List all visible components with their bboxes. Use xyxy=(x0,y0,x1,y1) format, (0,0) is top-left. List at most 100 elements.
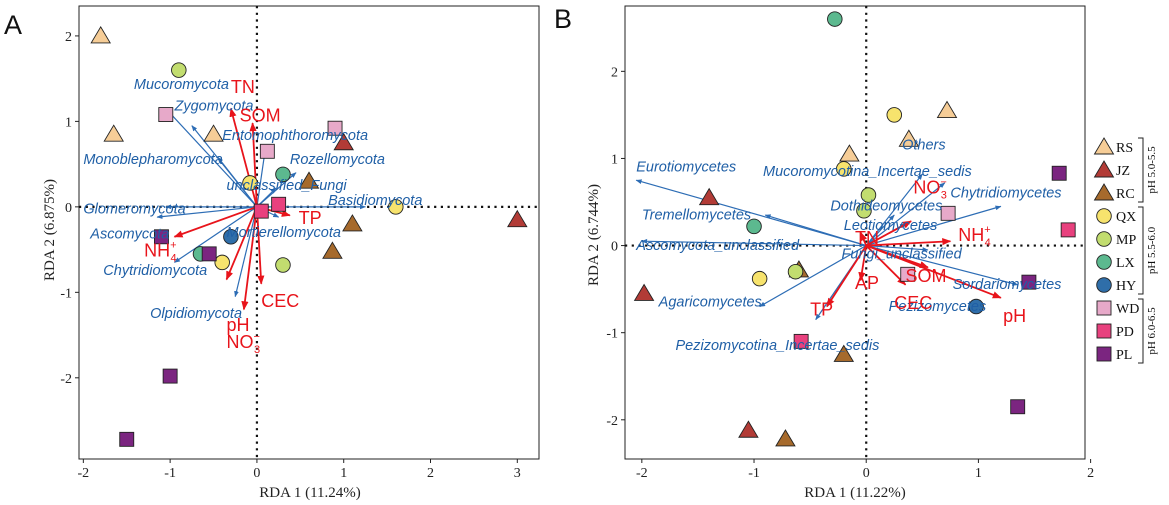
panel-b-species-label: Others xyxy=(902,138,946,154)
panel-a-env-label: CEC xyxy=(261,291,299,311)
panel-b-x-tick-label: -2 xyxy=(636,466,648,481)
panel-a-sample-point-lx xyxy=(275,166,291,183)
panel-a-species-label: Monoblepharomycota xyxy=(83,152,222,168)
panel-b-sample-point-pl xyxy=(1051,165,1067,181)
panel-b-env-label: TN xyxy=(855,228,879,248)
panel-b-species-label: Ascomycota_unclassified xyxy=(635,238,800,254)
panel-a-sample-point-wd xyxy=(158,107,174,122)
panel-a-sample-points xyxy=(90,26,528,447)
panel-a-species-label: Basidiomycota xyxy=(328,193,422,209)
panel-b-env-arrow xyxy=(865,244,907,286)
panel-a: A -2 -1 0 1 2 3 -2 -1 0 1 2 Mucoromycota Zygomycota… xyxy=(4,5,540,501)
panel-b-sample-point-pl xyxy=(1010,399,1026,415)
panel-b-species-label: Chytridiomycetes xyxy=(950,186,1061,202)
panel-a-env-arrow xyxy=(225,206,258,281)
panel-a-x-tick-label: 1 xyxy=(340,466,347,481)
panel-a-x-tick-label: -1 xyxy=(164,466,176,481)
legend-marker-lx xyxy=(1096,254,1112,270)
panel-a-sample-point-qx xyxy=(214,254,230,271)
panel-b-sample-points xyxy=(633,11,1076,447)
legend-marker-rc xyxy=(1093,183,1115,201)
panel-a-species-arrow xyxy=(173,206,258,263)
panel-a-sample-point-mp xyxy=(171,62,187,78)
panel-a-species-arrow xyxy=(165,108,258,208)
panel-a-sample-point-pl xyxy=(154,229,169,245)
panel-a-species-arrow xyxy=(234,206,258,298)
panel-a-plot-frame xyxy=(78,5,540,460)
panel-b-species-arrow xyxy=(641,238,867,247)
panel-b-x-tick-label: 1 xyxy=(975,466,982,481)
panel-b-env-label: TP xyxy=(810,299,833,319)
legend-marker-qx xyxy=(1096,208,1112,224)
panel-b-species-label: Leotiomycetes xyxy=(844,218,938,234)
panel-b-sample-point-mp xyxy=(860,187,877,203)
panel-b-env-arrow xyxy=(826,245,867,308)
legend: RS JZ RC QX MP LX HY WD PD PL pH 5.0-5.5 pH 5.5-6.0… xyxy=(1093,137,1158,364)
legend-label-jz: JZ xyxy=(1116,164,1130,179)
panel-a-x-tick-label: -2 xyxy=(78,466,90,481)
panel-b-env-label: pH xyxy=(1003,306,1026,326)
panel-b-species-arrow xyxy=(865,214,895,246)
panel-a-y-tick-label: -2 xyxy=(60,372,72,387)
panel-b-y-tick-label: 0 xyxy=(611,240,618,255)
legend-label-pl: PL xyxy=(1116,348,1132,363)
panel-a-sample-point-wd xyxy=(327,120,343,136)
panel-a-species-arrow xyxy=(156,206,257,219)
panel-b-sample-point-jz xyxy=(633,283,655,301)
panel-b-x-tick-label: 2 xyxy=(1087,466,1094,481)
legend-label-lx: LX xyxy=(1116,256,1135,271)
panel-b-env-arrow xyxy=(858,245,868,282)
panel-b-sample-point-rs xyxy=(839,144,860,162)
panel-b-sample-point-pl xyxy=(1021,274,1037,290)
legend-marker-hy xyxy=(1096,277,1112,293)
panel-b-sample-point-qx xyxy=(836,161,852,177)
panel-b-env-arrow xyxy=(865,244,1002,299)
panel-b: B -2 -1 0 1 2 -2 -1 0 1 2 Others Mucoromycotina_In… xyxy=(554,4,1094,501)
panel-a-sample-point-rs xyxy=(90,26,111,44)
panel-b-env-label: AP xyxy=(855,273,879,293)
legend-label-qx: QX xyxy=(1116,210,1136,225)
panel-b-species-label: Eurotiomycetes xyxy=(636,160,736,176)
panel-b-sample-point-jz xyxy=(698,187,720,206)
panel-b-env-label: NH+ 4 xyxy=(958,224,991,249)
panel-a-sample-point-rc xyxy=(322,241,343,259)
panel-a-sample-point-pl xyxy=(201,246,217,262)
panel-b-sample-point-wd xyxy=(900,266,916,282)
panel-a-species-label: Zygomycota xyxy=(173,98,253,114)
panel-b-letter: B xyxy=(554,4,572,34)
panel-a-env-label: NO− 3 xyxy=(227,331,261,356)
panel-b-y-tick-label: -2 xyxy=(606,414,618,429)
panel-b-plot-frame xyxy=(624,5,1086,460)
panel-b-sample-point-pd xyxy=(793,333,809,349)
panel-a-x-tick-label: 3 xyxy=(514,466,521,481)
legend-group-label: pH 5.5-6.0 xyxy=(1146,226,1158,274)
panel-b-y-tick-label: 1 xyxy=(611,152,618,167)
panel-a-letter: A xyxy=(4,10,22,40)
panel-b-labels: Others Mucoromycotina_Incertae_sedis Eurot… xyxy=(635,138,1061,354)
panel-a-x-tick-label: 0 xyxy=(253,466,260,481)
legend-group-label: pH 5.0-5.5 xyxy=(1146,146,1158,194)
panel-b-species-arrow xyxy=(866,244,929,252)
panel-a-sample-point-rs xyxy=(103,124,125,142)
panel-b-sample-point-qx xyxy=(886,107,903,123)
panel-a-sample-point-pd xyxy=(271,196,287,212)
panel-a-sample-point-rs xyxy=(203,124,224,142)
panel-a-sample-point-jz xyxy=(333,132,355,151)
panel-a-env-label: SOM xyxy=(240,105,281,125)
panel-b-env-label: CEC xyxy=(894,293,932,313)
legend-group-bracket xyxy=(1138,137,1144,203)
panel-a-sample-point-qx xyxy=(388,199,404,215)
panel-b-species-label: Sordariomycetes xyxy=(953,277,1062,293)
panel-b-species-arrow xyxy=(759,245,867,308)
panel-b-species-label: Dothideomycetes xyxy=(830,199,942,215)
panel-b-axes: -2 -1 0 1 2 -2 -1 0 1 2 xyxy=(606,5,1094,481)
panel-b-species-arrow xyxy=(866,205,1002,247)
panel-a-species-label: unclassified_Fungi xyxy=(227,178,348,194)
panel-a-sample-point-mp xyxy=(275,257,291,273)
legend-label-wd: WD xyxy=(1116,302,1139,317)
panel-b-sample-point-lx xyxy=(746,218,762,235)
panel-b-sample-point-mp xyxy=(787,263,804,280)
panel-a-x-tick-label: 2 xyxy=(427,466,434,481)
panel-a-y-tick-label: 1 xyxy=(65,115,72,130)
panel-a-y-axis-title: RDA 2 (6.875%) xyxy=(42,179,58,281)
